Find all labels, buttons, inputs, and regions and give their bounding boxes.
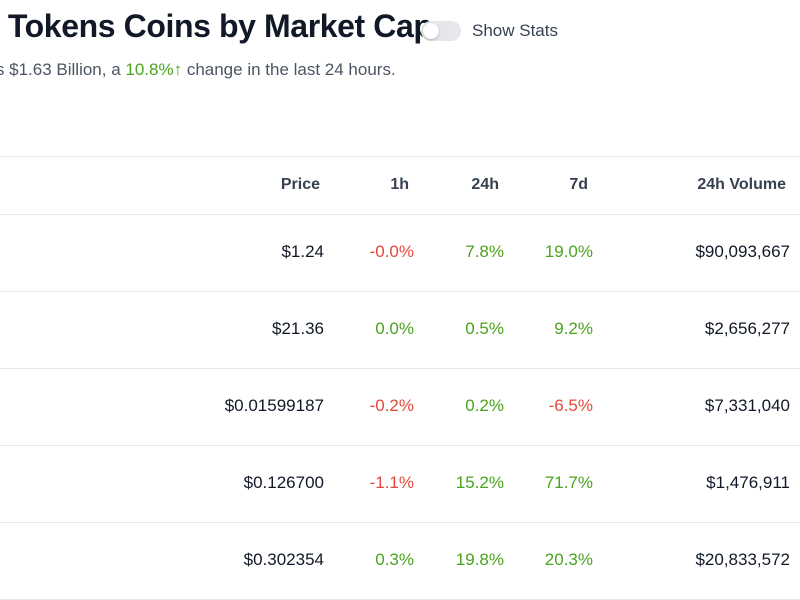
change-7d-cell: 71.7% <box>544 473 593 492</box>
column-header-24h[interactable]: 24h <box>471 176 499 193</box>
show-stats-label[interactable]: Show Stats <box>472 21 558 40</box>
column-header-24h-volume[interactable]: 24h Volume <box>697 176 786 193</box>
column-header-1h[interactable]: 1h <box>390 176 409 193</box>
table-row[interactable]: $21.36 0.0% 0.5% 9.2% $2,656,277 <box>0 291 800 368</box>
summary-prefix: day is $1.63 Billion, a <box>0 60 121 79</box>
summary-change-value: 10.8% <box>125 60 174 79</box>
change-1h-cell: -1.1% <box>369 473 414 492</box>
price-cell: $0.126700 <box>243 473 324 492</box>
table-row[interactable]: $0.302354 0.3% 19.8% 20.3% $20,833,572 <box>0 522 800 599</box>
change-7d-cell: 19.0% <box>544 242 593 261</box>
show-stats-toggle-group[interactable]: Show Stats <box>421 21 558 41</box>
table-row[interactable]: $0.01599187 -0.2% 0.2% -6.5% $7,331,040 <box>0 368 800 445</box>
page-title: e Tokens Coins by Market Cap <box>0 8 433 44</box>
change-24h-cell: 7.8% <box>465 242 504 261</box>
change-7d-cell: 9.2% <box>554 319 593 338</box>
toggle-knob <box>423 23 439 39</box>
column-header-7d[interactable]: 7d <box>569 176 588 193</box>
coins-table: Price 1h 24h 7d 24h Volume $1.24 -0.0% 7… <box>0 156 800 600</box>
price-cell: $1.24 <box>281 242 324 261</box>
change-24h-cell: 15.2% <box>455 473 504 492</box>
table-row[interactable]: $1.24 -0.0% 7.8% 19.0% $90,093,667 <box>0 214 800 291</box>
volume-24h-cell: $20,833,572 <box>695 550 790 569</box>
price-cell: $21.36 <box>272 319 324 338</box>
page-header: e Tokens Coins by Market Cap Show Stats <box>0 0 800 60</box>
change-1h-cell: -0.0% <box>369 242 414 261</box>
volume-24h-cell: $90,093,667 <box>695 242 790 261</box>
change-7d-cell: 20.3% <box>544 550 593 569</box>
summary-suffix: change in the last 24 hours. <box>182 60 396 79</box>
table-header-row: Price 1h 24h 7d 24h Volume <box>0 156 800 214</box>
change-24h-cell: 0.2% <box>465 396 504 415</box>
show-stats-toggle[interactable] <box>421 21 461 41</box>
column-header-price[interactable]: Price <box>280 176 320 193</box>
volume-24h-cell: $7,331,040 <box>704 396 790 415</box>
change-1h-cell: 0.0% <box>375 319 414 338</box>
volume-24h-cell: $1,476,911 <box>706 473 790 492</box>
change-1h-cell: 0.3% <box>375 550 414 569</box>
change-24h-cell: 19.8% <box>455 550 504 569</box>
table-row[interactable]: $0.126700 -1.1% 15.2% 71.7% $1,476,911 <box>0 445 800 522</box>
change-7d-cell: -6.5% <box>548 396 593 415</box>
market-cap-summary: day is $1.63 Billion, a 10.8%↑ change in… <box>0 60 396 80</box>
change-1h-cell: -0.2% <box>369 396 414 415</box>
volume-24h-cell: $2,656,277 <box>704 319 790 338</box>
arrow-up-icon: ↑ <box>173 60 183 79</box>
change-24h-cell: 0.5% <box>465 319 504 338</box>
price-cell: $0.01599187 <box>224 396 324 415</box>
price-cell: $0.302354 <box>243 550 324 569</box>
summary-change: 10.8%↑ <box>125 60 182 79</box>
